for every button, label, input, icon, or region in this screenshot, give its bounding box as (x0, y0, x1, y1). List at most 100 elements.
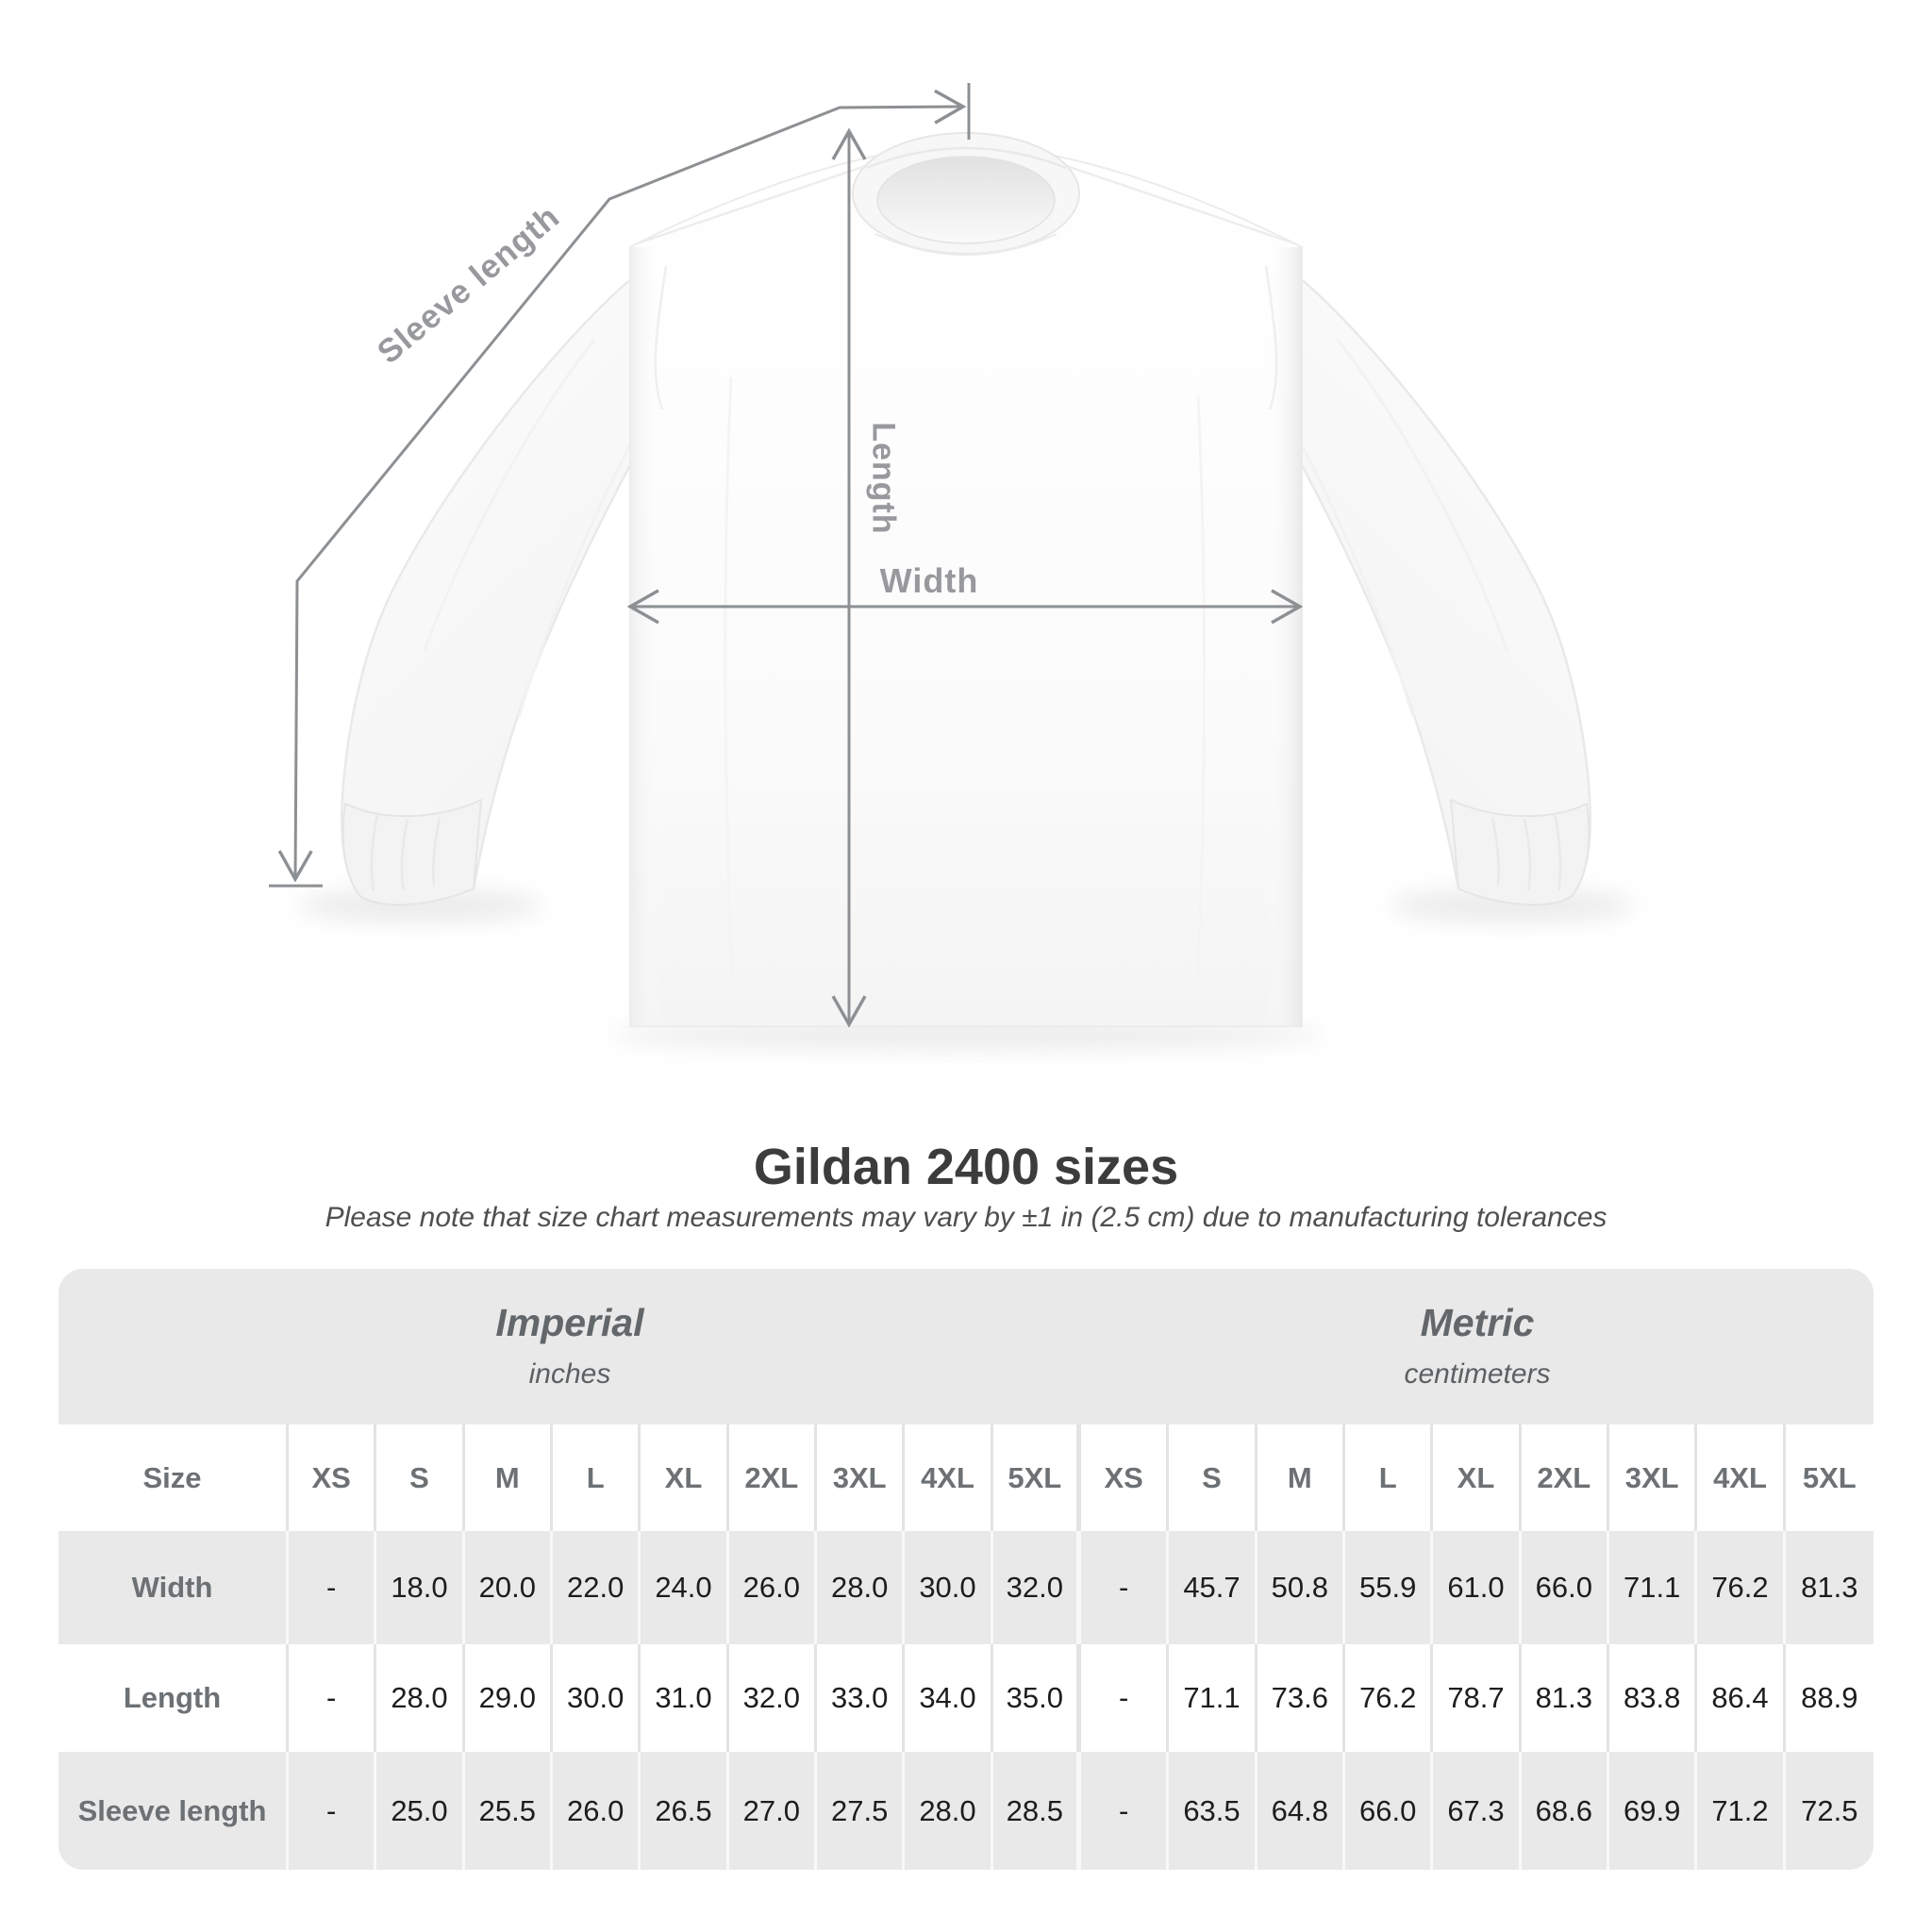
value-cell: 64.8 (1257, 1752, 1345, 1870)
measurement-lines (269, 83, 1304, 1028)
size-header-imperial-5xl: 5XL (993, 1424, 1081, 1531)
value-cell: 28.5 (993, 1752, 1081, 1870)
value-cell: 20.0 (465, 1531, 553, 1644)
table-row-sleeve-length: Sleeve length -25.0 25.5 26.0 26.5 27.0 27.5 28… (58, 1752, 1874, 1870)
value-cell: 76.2 (1345, 1644, 1434, 1752)
sleeve-length-line (277, 89, 967, 883)
value-cell: 63.5 (1169, 1752, 1257, 1870)
size-header-metric-xs: XS (1081, 1424, 1170, 1531)
size-header-metric-4xl: 4XL (1697, 1424, 1786, 1531)
value-cell: 25.5 (465, 1752, 553, 1870)
shirt-right-sleeve (1043, 157, 1591, 907)
value-cell: 68.6 (1522, 1752, 1609, 1870)
value-cell: 83.8 (1609, 1644, 1698, 1752)
value-cell: 88.9 (1801, 1681, 1858, 1714)
value-cell: 81.3 (1522, 1644, 1609, 1752)
value-cell: 86.4 (1697, 1644, 1786, 1752)
size-header-metric-m: M (1257, 1424, 1345, 1531)
value-cell: 32.0 (993, 1531, 1081, 1644)
row-label: Length (58, 1644, 289, 1752)
page-title: Gildan 2400 sizes (753, 1139, 1179, 1195)
value-cell: 67.3 (1433, 1752, 1522, 1870)
value-cell: 34.0 (905, 1644, 993, 1752)
left-cuff (341, 798, 483, 907)
value-cell: 71.1 (1609, 1531, 1698, 1644)
value-cell: 81.3 (1801, 1571, 1858, 1604)
shirt-diagram (269, 83, 1635, 1049)
value-cell: 69.9 (1609, 1752, 1698, 1870)
value-cell: 29.0 (465, 1644, 553, 1752)
value-cell: 27.5 (817, 1752, 906, 1870)
value-cell: 76.2 (1697, 1531, 1786, 1644)
size-header-metric-xl: XL (1433, 1424, 1522, 1531)
value-cell: 71.1 (1169, 1644, 1257, 1752)
table-row-length: Length -28.0 29.0 30.0 31.0 32.0 33.0 34.0 35.0-… (58, 1644, 1874, 1752)
row-label: Sleeve length (58, 1752, 289, 1870)
size-header-metric-2xl: 2XL (1522, 1424, 1609, 1531)
page-subtitle: Please note that size chart measurements… (325, 1202, 1607, 1233)
value-cell: 78.7 (1433, 1644, 1522, 1752)
size-header-metric-3xl: 3XL (1609, 1424, 1698, 1531)
value-cell: 30.0 (553, 1644, 641, 1752)
value-cell: 26.0 (553, 1752, 641, 1870)
imperial-unit-header: Imperial inches (58, 1301, 1081, 1391)
value-cell: 73.6 (1257, 1644, 1345, 1752)
table-header-row: Size XS S M L XL 2XL 3XL 4XL 5XL XS S M L XL 2XL 3XL 4XL… (58, 1424, 1874, 1531)
value-cell: - (1081, 1644, 1170, 1752)
length-label: Length (865, 422, 902, 535)
metric-label: Metric (1420, 1301, 1535, 1344)
shirt-collar (852, 132, 1080, 256)
row-label: Width (58, 1531, 289, 1644)
value-cell: 35.0 (993, 1644, 1081, 1752)
size-column-header: Size (58, 1424, 289, 1531)
value-cell: 33.0 (817, 1644, 906, 1752)
value-cell: 28.0 (817, 1531, 906, 1644)
value-cell: 72.5 (1801, 1793, 1858, 1827)
metric-unit-header: Metric centimeters (1081, 1301, 1874, 1391)
size-header-metric-5xl: 5XL (1802, 1460, 1857, 1494)
size-header-imperial-4xl: 4XL (905, 1424, 993, 1531)
value-cell: 55.9 (1345, 1531, 1434, 1644)
size-header-imperial-l: L (553, 1424, 641, 1531)
size-header-metric-s: S (1169, 1424, 1257, 1531)
value-cell: 26.5 (641, 1752, 729, 1870)
value-cell: 28.0 (376, 1644, 465, 1752)
size-header-imperial-3xl: 3XL (817, 1424, 906, 1531)
size-header-imperial-2xl: 2XL (729, 1424, 817, 1531)
unit-header-band: Imperial inches Metric centimeters (58, 1269, 1874, 1424)
value-cell: 22.0 (553, 1531, 641, 1644)
shirt-shadows (297, 889, 1635, 1049)
value-cell: 50.8 (1257, 1531, 1345, 1644)
table-row-width: Width -18.0 20.0 22.0 24.0 26.0 28.0 30.0 32.0-4… (58, 1531, 1874, 1644)
size-header-imperial-xl: XL (641, 1424, 729, 1531)
size-header-imperial-m: M (465, 1424, 553, 1531)
value-cell: 66.0 (1345, 1752, 1434, 1870)
imperial-unit-label: inches (528, 1358, 611, 1390)
value-cell: - (1081, 1752, 1170, 1870)
value-cell: 27.0 (729, 1752, 817, 1870)
width-label: Width (879, 561, 979, 600)
size-table: Imperial inches Metric centimeters Size … (58, 1269, 1874, 1870)
value-cell: 32.0 (729, 1644, 817, 1752)
value-cell: - (1081, 1531, 1170, 1644)
value-cell: 61.0 (1433, 1531, 1522, 1644)
size-header-metric-l: L (1345, 1424, 1434, 1531)
value-cell: 66.0 (1522, 1531, 1609, 1644)
value-cell: 26.0 (729, 1531, 817, 1644)
value-cell: 45.7 (1169, 1531, 1257, 1644)
value-cell: 71.2 (1697, 1752, 1786, 1870)
table-body: Width -18.0 20.0 22.0 24.0 26.0 28.0 30.0 32.0-4… (58, 1531, 1874, 1870)
value-cell: - (289, 1644, 377, 1752)
value-cell: 18.0 (376, 1531, 465, 1644)
metric-unit-label: centimeters (1404, 1358, 1551, 1390)
size-header-imperial-s: S (376, 1424, 465, 1531)
value-cell: 25.0 (376, 1752, 465, 1870)
size-header-imperial-xs: XS (289, 1424, 377, 1531)
value-cell: - (289, 1531, 377, 1644)
value-cell: 30.0 (905, 1531, 993, 1644)
value-cell: 28.0 (905, 1752, 993, 1870)
value-cell: 31.0 (641, 1644, 729, 1752)
value-cell: - (289, 1752, 377, 1870)
imperial-label: Imperial (495, 1301, 644, 1344)
